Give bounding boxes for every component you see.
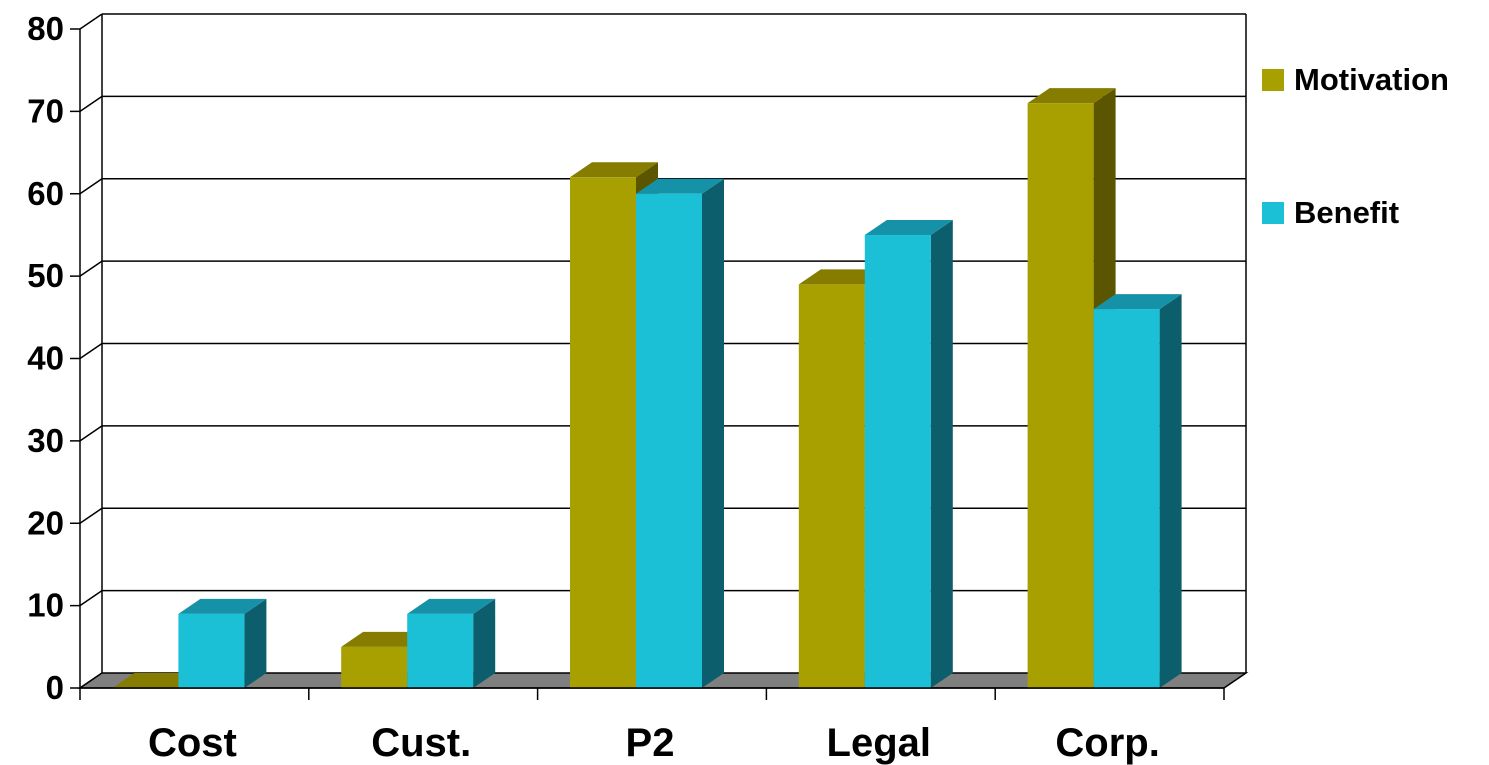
bar-motivation [570, 177, 636, 688]
y-axis-depth-line [79, 95, 103, 112]
x-tick-label: Corp. [1055, 721, 1159, 765]
y-tick-label: 0 [46, 669, 64, 706]
y-tick-label: 60 [27, 175, 64, 212]
legend-label-benefit: Benefit [1294, 195, 1400, 230]
y-axis-depth-line [79, 178, 103, 195]
bar-side-benefit [930, 219, 953, 688]
legend-label-motivation: Motivation [1294, 62, 1449, 97]
bar-benefit [636, 193, 702, 688]
legend-swatch-motivation [1262, 69, 1284, 91]
legend: Motivation Benefit [1262, 60, 1487, 250]
y-tick-label: 70 [27, 92, 64, 129]
bar-side-benefit [702, 178, 724, 688]
bar-benefit [864, 234, 931, 688]
bar-side-benefit [244, 598, 267, 688]
bar-motivation [1027, 103, 1094, 688]
bar-side-benefit [473, 598, 496, 688]
bar-top-benefit [636, 178, 724, 194]
bar-top-motivation [1027, 88, 1116, 104]
x-tick-label: Legal [827, 721, 931, 765]
legend-item-motivation: Motivation [1262, 60, 1449, 100]
bar-top-benefit [178, 598, 267, 614]
y-axis-depth-line [79, 507, 103, 524]
y-tick-label: 30 [27, 422, 64, 459]
y-tick-label: 10 [27, 587, 64, 624]
y-tick-labels: 0 10 20 30 40 50 60 70 80 [27, 10, 64, 706]
bar-motivation [341, 646, 408, 688]
y-tick-label: 50 [27, 257, 64, 294]
bar-benefit [1093, 309, 1160, 688]
bar-benefit [407, 613, 474, 688]
y-axis-depth-line [79, 13, 103, 30]
x-tick-label: P2 [626, 721, 675, 765]
bars [112, 88, 1182, 689]
bar-benefit [178, 613, 245, 688]
legend-swatch-benefit [1262, 202, 1284, 224]
legend-item-benefit: Benefit [1262, 193, 1399, 233]
y-tick-label: 40 [27, 340, 64, 377]
bar-side-benefit [1159, 294, 1182, 688]
y-axis-depth-line [79, 260, 103, 277]
bar-top-motivation [570, 162, 658, 178]
x-tick-label: Cust. [371, 721, 471, 765]
y-axis-depth-line [79, 590, 103, 607]
bar-top-benefit [1093, 294, 1182, 310]
x-tick-label: Cost [148, 721, 237, 765]
axes [70, 28, 1225, 700]
y-tick-label: 80 [27, 10, 64, 47]
y-tick-label: 20 [27, 504, 64, 541]
y-axis-depth-line [79, 425, 103, 442]
x-tick-labels: Cost Cust. P2 Legal Corp. [148, 721, 1160, 765]
bar-top-benefit [407, 598, 496, 614]
bar-top-benefit [864, 219, 953, 235]
bar-motivation [798, 284, 865, 688]
y-axis-depth-line [79, 342, 103, 360]
